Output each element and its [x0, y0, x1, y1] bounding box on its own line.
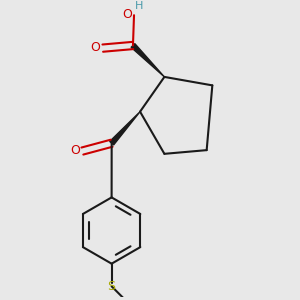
Polygon shape	[131, 44, 164, 77]
Polygon shape	[110, 112, 140, 145]
Text: S: S	[108, 280, 116, 293]
Text: H: H	[135, 1, 143, 11]
Text: O: O	[91, 41, 100, 54]
Text: O: O	[70, 144, 80, 157]
Text: O: O	[122, 8, 132, 21]
